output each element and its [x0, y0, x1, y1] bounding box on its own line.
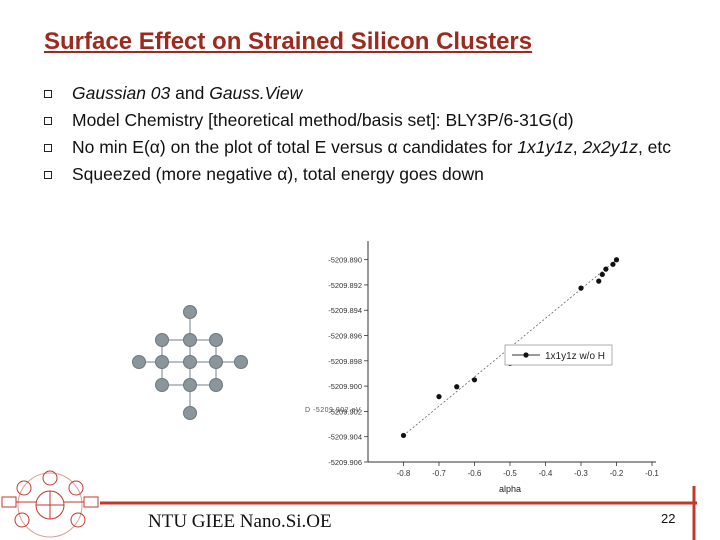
page-title: Surface Effect on Strained Silicon Clust…	[44, 28, 533, 55]
bullet-text: No min E(α) on the plot of total E versu…	[72, 137, 671, 157]
chart-y-tick-label: -5209.904	[328, 433, 362, 442]
bullet-text: Squeezed (more negative α), total energy…	[72, 164, 484, 184]
page-number: 22	[661, 511, 676, 526]
bullet-list: Gaussian 03 and Gauss.View Model Chemist…	[44, 82, 684, 190]
chart-x-label: alpha	[499, 484, 521, 494]
chart-data-point	[454, 384, 460, 390]
bullet-square-icon	[44, 90, 52, 98]
bullet-text-segment: and	[170, 83, 210, 103]
chart-y-tick-label: -5209.890	[328, 256, 362, 265]
bullet-item: No min E(α) on the plot of total E versu…	[44, 136, 684, 159]
bullet-text: Model Chemistry [theoretical method/basi…	[72, 110, 574, 130]
bullet-text-segment: No min E(α) on the plot of total E versu…	[72, 137, 518, 157]
bullet-square-icon	[44, 117, 52, 125]
bullet-item: Gaussian 03 and Gauss.View	[44, 82, 684, 105]
legend-label: 1x1y1z w/o H	[545, 351, 605, 362]
bullet-text: Gaussian 03 and Gauss.View	[72, 83, 302, 103]
bullet-item: Squeezed (more negative α), total energy…	[44, 163, 684, 186]
chart-y-tick-label: -5209.898	[328, 357, 362, 366]
bullet-text-segment: 2x2y1z	[582, 137, 638, 157]
overlapping-axis-text: D -5209.902 eV	[305, 407, 361, 414]
chart-y-tick-label: -5209.892	[328, 281, 362, 290]
bullet-text-segment: Squeezed (more negative α), total energy…	[72, 164, 484, 184]
chart-data-point	[613, 257, 620, 263]
chart-data-point	[599, 271, 605, 278]
chart-x-tick-label: -0.6	[468, 469, 482, 478]
chart-x-tick-label: -0.1	[645, 469, 659, 478]
chart-data-point	[471, 377, 478, 383]
bullet-square-icon	[44, 144, 52, 152]
chart-x-tick-label: -0.5	[503, 469, 517, 478]
bullet-text-segment: Gaussian 03	[72, 83, 171, 103]
energy-vs-alpha-chart: -5209.890 -5209.892 -5209.894 -5209.896 -520…	[305, 241, 659, 494]
bullet-text-segment: Gauss.View	[209, 83, 303, 103]
chart-y-tick-label: -5209.902	[328, 407, 362, 416]
chart-data-point	[578, 285, 584, 291]
chart-legend: 1x1y1z w/o H	[504, 344, 613, 366]
chart-x-tick-label: -0.4	[539, 469, 553, 478]
bullet-item: Model Chemistry [theoretical method/basi…	[44, 109, 684, 132]
bullet-text-segment: ,	[572, 137, 583, 157]
footer-text: NTU GIEE Nano.Si.OE	[148, 511, 332, 532]
chart-y-tick-label: -5209.906	[328, 458, 362, 467]
chart-x-tick-label: -0.7	[432, 469, 446, 478]
bullet-text-segment: , etc	[637, 137, 672, 157]
chart-data-point	[436, 394, 442, 400]
bullet-square-icon	[44, 171, 52, 179]
bullet-text-segment: Model Chemistry [theoretical method/basi…	[72, 110, 574, 130]
silicon-cluster-image	[132, 305, 248, 420]
chart-y-tick-label: -5209.894	[328, 306, 362, 315]
chart-data-point	[400, 432, 407, 439]
chart-x-tick-label: -0.3	[574, 469, 588, 478]
nano-logo	[1, 470, 99, 538]
chart-data-point	[603, 266, 609, 272]
chart-x-tick-label: -0.2	[610, 469, 624, 478]
chart-x-tick-label: -0.8	[397, 469, 411, 478]
chart-data-point	[610, 261, 616, 267]
bullet-text-segment: 1x1y1z	[517, 137, 573, 157]
chart-y-tick-label: -5209.900	[328, 382, 362, 391]
legend-marker-icon	[523, 352, 529, 358]
chart-y-tick-label: -5209.896	[328, 332, 362, 341]
chart-data-point	[596, 278, 602, 284]
